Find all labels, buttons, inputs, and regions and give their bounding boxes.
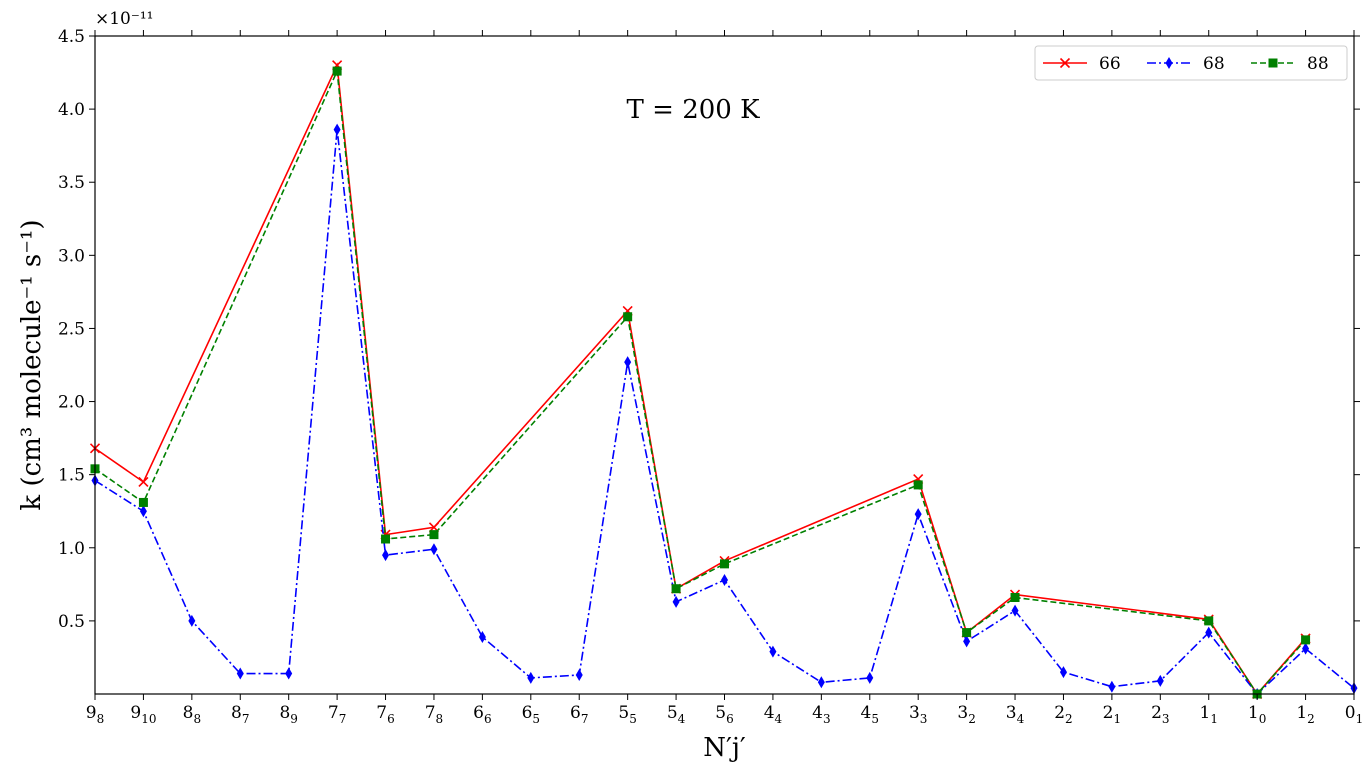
data-point [914,508,922,521]
series-line-68 [94,129,1355,696]
data-point [1059,57,1071,69]
series-line-66 [94,62,1307,696]
x-tick-label: 78 [425,703,443,726]
x-tick-label: 65 [522,703,540,726]
x-tick-label: 66 [473,703,491,726]
data-point [769,645,777,658]
x-tick-label: 44 [764,703,783,726]
data-point [430,543,438,556]
y-tick-label: 4.0 [58,100,85,120]
y-tick-label: 1.5 [58,466,85,486]
x-tick-label: 43 [812,703,830,726]
x-tick-label: 87 [231,703,249,726]
x-tick-label: 01 [1345,703,1362,726]
data-point [188,614,196,627]
y-axis-title: k (cm³ molecule⁻¹ s⁻¹) [17,219,47,510]
y-tick-label: 4.5 [58,27,85,47]
data-point [478,630,486,643]
data-point [1165,57,1173,69]
legend-box [1034,45,1348,81]
series-layer [89,60,1358,700]
y-tick-label: 2.5 [58,319,85,339]
data-point [672,595,680,608]
data-point [1268,58,1278,68]
data-point-stroke [1059,57,1071,69]
data-point [671,584,681,594]
data-point [139,505,147,518]
data-point [1205,626,1213,639]
y-tick-label: 2.0 [58,393,85,413]
data-point [623,312,633,322]
data-point [1301,635,1311,645]
x-tick-label: 910 [130,703,156,726]
x-tick-label: 56 [715,703,733,726]
data-point [527,671,535,684]
x-tick-label: 55 [618,703,636,726]
y-tick-label: 0.5 [58,612,85,632]
data-point [1108,680,1116,693]
plot-frame [94,35,1355,695]
x-axis-title: N′j′ [703,733,746,763]
data-point [1302,642,1310,655]
series-66 [89,60,1311,700]
x-tick-label: 12 [1296,703,1314,726]
legend-label-68: 68 [1203,54,1225,74]
data-point [575,668,583,681]
x-tick-label: 21 [1103,703,1121,726]
data-point [138,497,148,507]
x-tick-label: 89 [279,703,297,726]
data-point [382,549,390,562]
data-point [1010,592,1020,602]
x-tick-label: 98 [86,703,104,726]
x-tick-label: 23 [1151,703,1169,726]
data-point [381,534,391,544]
x-tick-label: 32 [957,703,975,726]
data-point [624,356,632,369]
series-88 [90,66,1311,699]
data-point [1059,666,1067,679]
data-point [285,667,293,680]
x-tick-label: 22 [1054,703,1072,726]
legend-label-88: 88 [1307,54,1329,74]
y-tick-label: 1.0 [58,539,85,559]
data-point-stroke [138,476,149,488]
x-tick-label: 54 [667,703,686,726]
y-scale-label: ×10⁻¹¹ [95,9,153,29]
y-tick-label: 3.5 [58,173,85,193]
data-point [332,66,342,76]
data-point [721,573,728,586]
data-point [429,530,439,540]
x-tick-label: 10 [1248,703,1266,726]
legend-label-66: 66 [1099,54,1121,74]
y-tick-label: 3.0 [58,246,85,266]
series-line-88 [94,68,1307,696]
x-tick-label: 76 [376,703,394,726]
x-tick-label: 88 [183,703,201,726]
data-point [866,671,874,684]
data-point [720,559,729,569]
data-point [333,123,341,136]
legend: 66 68 88 [1034,45,1348,81]
data-point [913,480,923,490]
x-tick-label: 34 [1006,703,1025,726]
temperature-annotation: T = 200 K [627,95,761,125]
series-68 [91,123,1358,700]
x-tick-label: 33 [909,703,927,726]
data-point [962,628,972,638]
x-tick-label: 45 [861,703,879,726]
data-point [1011,604,1019,617]
data-point [1156,674,1164,687]
axis-layer: 0.5 1.0 1.5 2.0 2.5 3.0 3.5 4.0 4.5 98 910 88 87 89 77… [58,27,1362,726]
x-tick-label: 11 [1199,703,1217,726]
data-point [817,676,825,689]
data-point [1204,616,1214,626]
x-tick-label: 77 [328,703,346,726]
data-point [963,635,971,648]
x-tick-label: 67 [570,703,588,726]
data-point [236,667,244,680]
data-point [138,476,149,488]
